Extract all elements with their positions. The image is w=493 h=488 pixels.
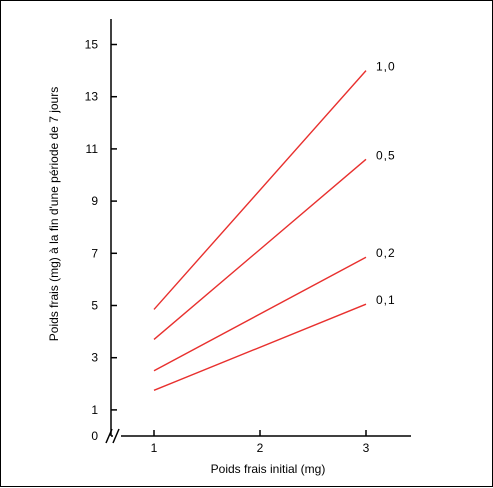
series-line [153, 70, 367, 310]
series-line [153, 158, 367, 340]
series-label: 0,2 [376, 246, 396, 260]
y-tick-label: 11 [86, 142, 99, 156]
series-label: 0,1 [376, 293, 396, 307]
y-axis-label: Poids frais (mg) à la fin d'une période … [47, 87, 61, 341]
x-tick-label: 3 [363, 441, 370, 455]
x-tick-label: 2 [257, 441, 264, 455]
axis-break-mark [105, 428, 113, 444]
series-group: 1,0 0,5 0,2 0,1 [153, 60, 396, 391]
x-axis-label: Poids frais initial (mg) [211, 462, 326, 476]
series-line [153, 303, 367, 391]
axis-break-mark [112, 428, 120, 444]
y-tick-label: 9 [91, 194, 98, 208]
y-tick-label: 15 [85, 38, 99, 52]
x-tick-label: 1 [151, 441, 158, 455]
y-tick-label: 3 [91, 351, 98, 365]
y-tick-label: 0 [91, 429, 98, 443]
axes [105, 19, 411, 444]
series-line [153, 256, 367, 372]
y-tick-label: 5 [91, 299, 98, 313]
y-tick-label: 13 [85, 90, 99, 104]
y-tick-label: 7 [91, 246, 98, 260]
y-tick-label: 1 [91, 403, 98, 417]
series-label: 0,5 [376, 148, 396, 162]
series-label: 1,0 [376, 60, 396, 74]
